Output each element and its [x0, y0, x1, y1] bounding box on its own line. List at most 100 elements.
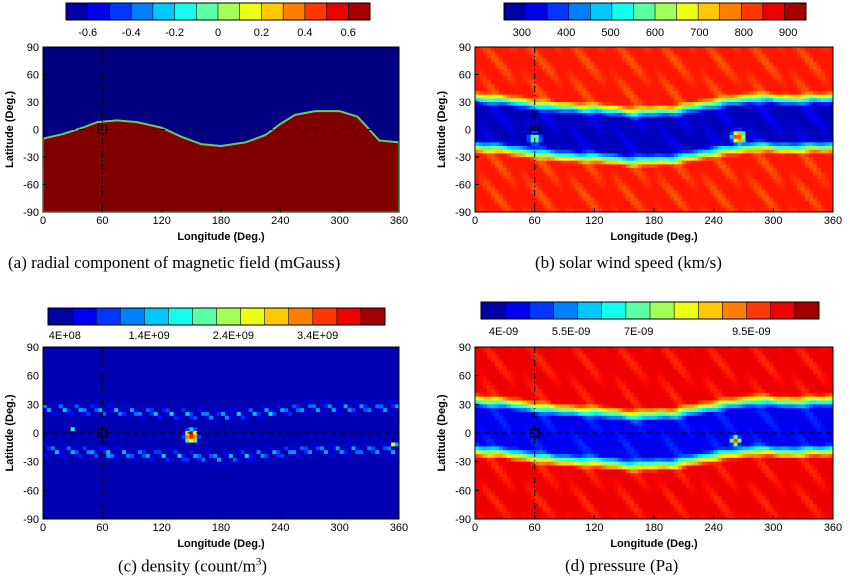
- colorbar-band: [264, 308, 290, 325]
- field-cell: [813, 182, 818, 187]
- field-cell: [749, 204, 755, 209]
- field-cell: [737, 76, 743, 81]
- field-cell: [638, 146, 643, 151]
- field-cell: [574, 58, 580, 63]
- field-cell: [594, 102, 599, 107]
- field-cell: [490, 160, 496, 165]
- field-cell: [490, 157, 496, 162]
- field-cell: [701, 153, 707, 158]
- field-cell: [94, 396, 99, 402]
- field-cell: [797, 149, 802, 154]
- field-cell: [526, 98, 532, 103]
- field-cell: [765, 193, 770, 198]
- field-cell: [761, 54, 766, 59]
- field-cell: [757, 208, 762, 212]
- field-cell: [602, 208, 607, 212]
- field-cell: [773, 47, 778, 52]
- field-cell: [773, 65, 778, 70]
- field-cell: [82, 377, 88, 382]
- field-cell: [74, 427, 80, 432]
- field-cell: [610, 109, 615, 114]
- field-cell: [50, 457, 56, 463]
- field-cell: [94, 480, 99, 486]
- field-cell: [43, 362, 48, 367]
- field-cell: [821, 76, 826, 81]
- field-cell: [98, 404, 103, 409]
- field-cell: [66, 385, 72, 390]
- field-cell: [705, 94, 711, 99]
- field-cell: [598, 105, 603, 110]
- field-cell: [74, 366, 80, 371]
- field-cell: [578, 135, 583, 140]
- field-cell: [530, 190, 536, 195]
- field-cell: [554, 171, 560, 176]
- field-cell: [570, 65, 576, 70]
- field-cell: [785, 98, 790, 103]
- field-cell: [546, 50, 552, 55]
- field-cell: [650, 105, 655, 110]
- field-cell: [578, 193, 583, 198]
- field-cell: [570, 193, 576, 198]
- field-cell: [62, 366, 68, 371]
- field-cell: [498, 138, 504, 143]
- field-cell: [606, 124, 611, 129]
- field-cell: [749, 193, 755, 198]
- field-cell: [677, 65, 683, 70]
- field-cell: [522, 94, 528, 99]
- field-cell: [494, 168, 500, 173]
- field-cell: [661, 160, 667, 165]
- field-cell: [809, 149, 814, 154]
- field-cell: [514, 138, 520, 143]
- field-cell: [665, 102, 671, 107]
- colorbar-frame: [47, 307, 386, 326]
- field-cell: [733, 91, 739, 96]
- field-cell: [713, 197, 719, 202]
- field-cell: [669, 157, 675, 162]
- field-cell: [733, 186, 739, 191]
- field-cell: [534, 182, 540, 187]
- field-cell: [490, 83, 496, 88]
- field-cell: [646, 153, 651, 158]
- field-cell: [821, 113, 826, 118]
- field-cell: [685, 190, 691, 195]
- field-cell: [74, 411, 80, 417]
- field-cell: [78, 499, 84, 505]
- field-cell: [582, 160, 587, 165]
- field-cell: [610, 138, 615, 143]
- field-cell: [817, 76, 822, 81]
- field-cell: [757, 113, 762, 118]
- field-cell: [542, 186, 548, 191]
- field-cell: [598, 72, 603, 77]
- field-cell: [66, 347, 72, 352]
- field-cell: [518, 149, 524, 154]
- field-cell: [618, 186, 623, 191]
- field-cell: [721, 204, 727, 209]
- field-cell: [606, 94, 611, 99]
- field-cell: [494, 61, 500, 66]
- field-cell: [673, 58, 679, 63]
- field-cell: [50, 461, 56, 467]
- field-cell: [46, 446, 52, 451]
- field-cell: [769, 135, 774, 140]
- field-cell: [801, 94, 806, 99]
- field-cell: [70, 515, 76, 519]
- field-cell: [693, 153, 699, 158]
- field-cell: [478, 102, 484, 107]
- field-cell: [642, 204, 647, 209]
- field-cell: [506, 208, 512, 212]
- field-cell: [486, 138, 492, 143]
- field-cell: [550, 47, 556, 52]
- field-cell: [478, 175, 484, 180]
- field-cell: [554, 197, 560, 202]
- field-cell: [482, 193, 488, 198]
- field-cell: [793, 76, 798, 81]
- field-cell: [733, 105, 739, 110]
- field-cell: [610, 190, 615, 195]
- field-cell: [558, 160, 564, 165]
- field-cell: [697, 76, 703, 81]
- field-cell: [490, 69, 496, 74]
- field-cell: [761, 102, 766, 107]
- field-cell: [574, 197, 580, 202]
- field-cell: [46, 438, 52, 444]
- field-cell: [586, 182, 591, 187]
